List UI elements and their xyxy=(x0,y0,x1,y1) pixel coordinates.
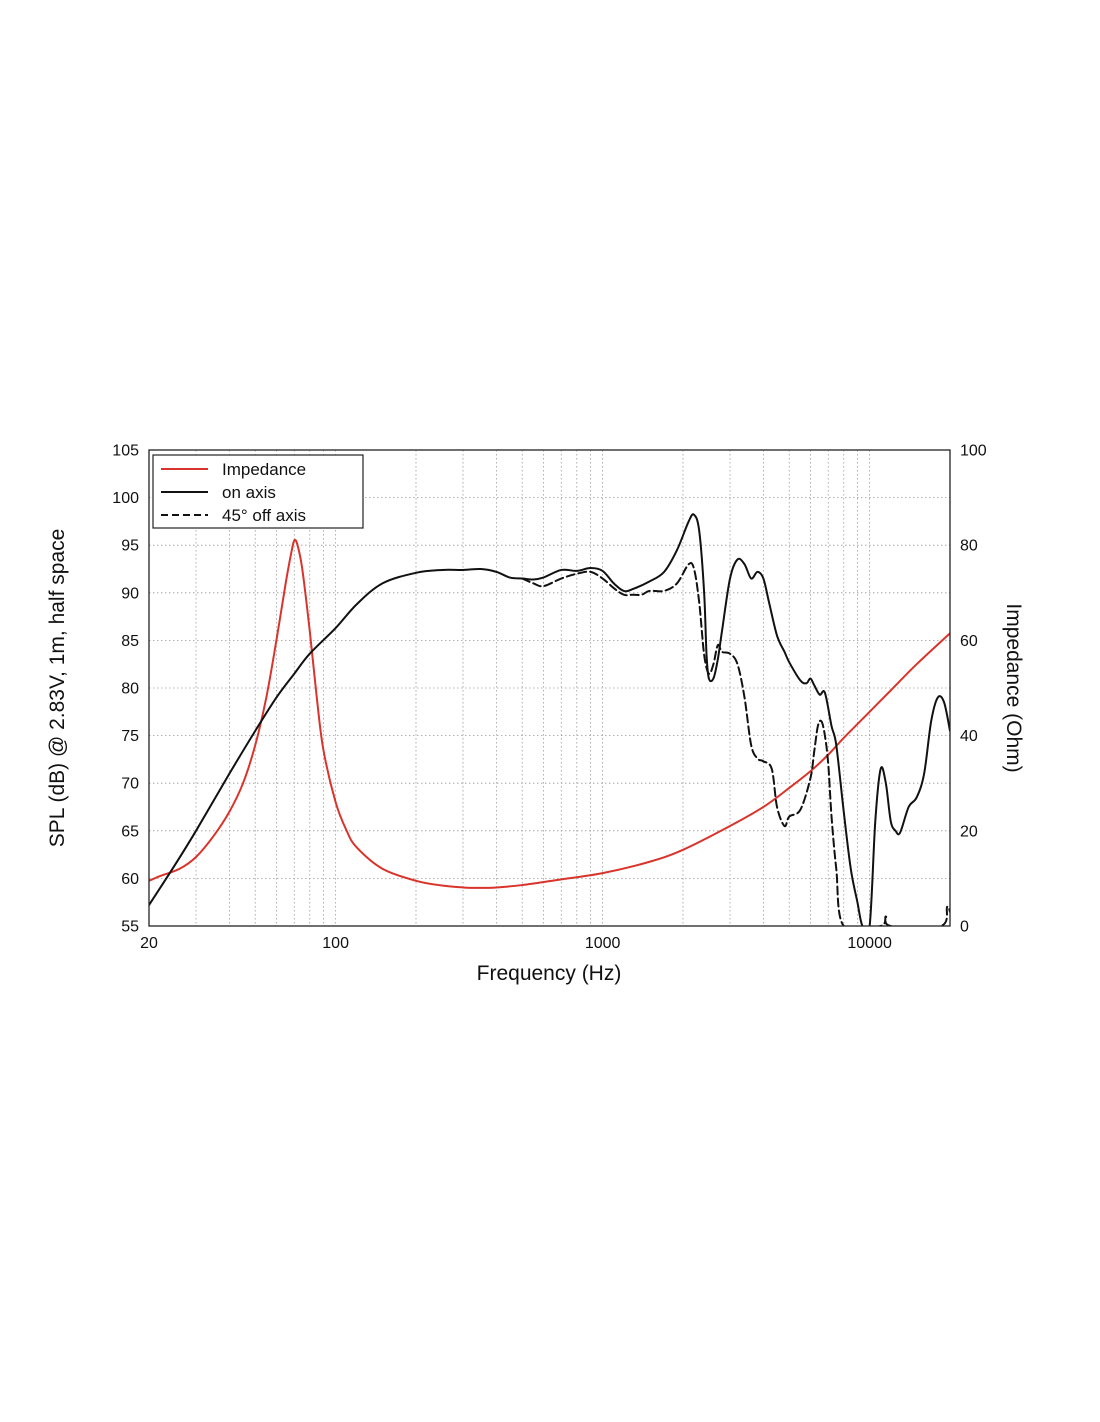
y-tick-label-left: 65 xyxy=(121,823,139,840)
y-tick-label-right: 100 xyxy=(960,443,987,460)
y-tick-label-left: 75 xyxy=(121,728,139,745)
y-tick-label-right: 20 xyxy=(960,823,978,840)
x-axis-title: Frequency (Hz) xyxy=(477,962,622,985)
y-axis-title-left: SPL (dB) @ 2.83V, 1m, half space xyxy=(46,529,69,848)
y-tick-label-right: 40 xyxy=(960,728,978,745)
y-tick-label-left: 60 xyxy=(121,871,139,888)
y-tick-label-left: 70 xyxy=(121,776,139,793)
series-line-45-off-axis xyxy=(521,562,950,926)
y-tick-label-left: 85 xyxy=(121,633,139,650)
x-tick-label: 10000 xyxy=(847,935,892,952)
x-tick-label: 100 xyxy=(322,935,349,952)
y-tick-label-left: 95 xyxy=(121,538,139,555)
legend-label-impedance: Impedance xyxy=(222,460,306,479)
x-tick-label: 1000 xyxy=(585,935,621,952)
series-layer xyxy=(149,513,950,926)
y-tick-label-right: 60 xyxy=(960,633,978,650)
y-axis-title-right: Impedance (Ohm) xyxy=(1002,603,1025,772)
tick-labels: 20 100 1000 10000 55 60 65 70 75 80 85 90 95 100 105 0 2… xyxy=(112,443,987,953)
legend: Impedance on axis 45° off axis xyxy=(152,454,364,529)
y-tick-label-right: 80 xyxy=(960,538,978,555)
y-tick-label-right: 0 xyxy=(960,919,969,936)
y-tick-label-left: 90 xyxy=(121,585,139,602)
y-tick-label-left: 80 xyxy=(121,681,139,698)
y-tick-label-left: 55 xyxy=(121,919,139,936)
y-tick-label-left: 105 xyxy=(112,443,139,460)
legend-label-off-axis: 45° off axis xyxy=(222,506,306,525)
legend-label-on-axis: on axis xyxy=(222,483,276,502)
series-line-on-axis xyxy=(149,513,950,926)
grid xyxy=(149,450,950,926)
x-tick-label: 20 xyxy=(140,935,158,952)
series-line-impedance xyxy=(149,538,950,889)
plot-frame xyxy=(148,449,951,927)
y-tick-label-left: 100 xyxy=(112,490,139,507)
